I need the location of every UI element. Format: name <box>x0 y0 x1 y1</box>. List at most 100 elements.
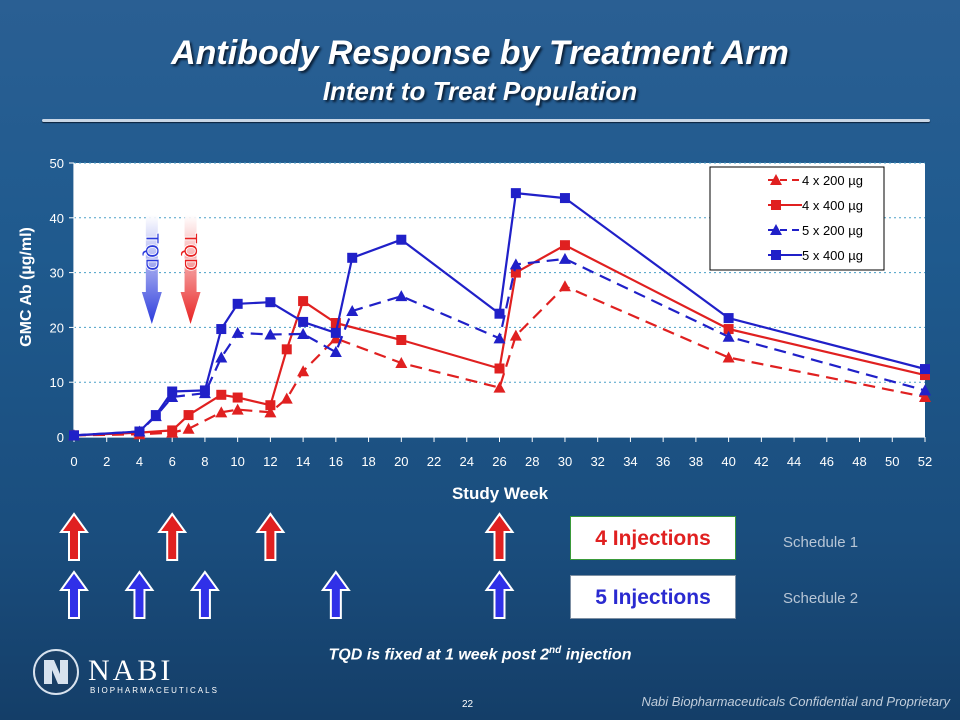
x-tick-label: 40 <box>721 454 735 469</box>
x-tick-label: 22 <box>427 454 441 469</box>
x-tick-label: 32 <box>590 454 604 469</box>
tqd-label: TQD <box>181 233 201 271</box>
data-point <box>396 234 407 245</box>
data-point <box>298 296 309 307</box>
series-line-1 <box>73 244 926 437</box>
y-tick-label: 0 <box>57 430 64 445</box>
nabi-logo: NABI BIOPHARMACEUTICALS <box>33 649 217 695</box>
x-tick-label: 26 <box>492 454 506 469</box>
y-tick-label: 50 <box>50 156 64 171</box>
x-tick-label: 52 <box>918 454 932 469</box>
injection-arrow <box>59 512 89 561</box>
injection-arrow <box>124 570 155 619</box>
data-point <box>182 422 195 434</box>
data-point <box>297 327 310 339</box>
x-axis-label: Study Week <box>452 484 549 503</box>
data-point <box>770 224 782 235</box>
x-tick-label: 28 <box>525 454 539 469</box>
x-tick-label: 46 <box>820 454 834 469</box>
data-point <box>298 316 309 327</box>
data-point <box>509 258 522 270</box>
x-tick-label: 4 <box>136 454 143 469</box>
injection-arrow <box>255 512 286 561</box>
tqd-arrow-1: TQD <box>180 215 201 324</box>
data-point <box>494 363 505 374</box>
data-point <box>493 381 506 393</box>
x-tick-label: 36 <box>656 454 670 469</box>
tqd-arrow-0: TQD <box>141 215 162 324</box>
data-point <box>770 174 782 185</box>
y-axis-label: GMC Ab (µg/ml) <box>18 227 35 347</box>
y-tick-label: 10 <box>50 375 64 390</box>
x-tick-label: 12 <box>263 454 277 469</box>
four-injections-label: 4 Injections <box>570 516 736 560</box>
data-point <box>216 389 227 400</box>
x-tick-label: 30 <box>558 454 572 469</box>
data-point <box>558 280 571 292</box>
series-line-2 <box>73 257 926 437</box>
legend <box>709 166 885 271</box>
data-point <box>215 406 228 418</box>
data-point <box>183 410 194 421</box>
legend-label: 5 x 400 µg <box>802 248 863 263</box>
legend-label: 4 x 400 µg <box>802 198 863 213</box>
x-tick-label: 34 <box>623 454 637 469</box>
data-point <box>199 385 210 396</box>
injection-arrow <box>189 570 220 619</box>
data-point <box>264 328 277 340</box>
data-point <box>510 188 521 199</box>
tqd-arrow-shape <box>141 215 162 324</box>
data-point <box>265 400 276 411</box>
page-subtitle: Intent to Treat Population <box>322 76 638 106</box>
data-point <box>494 308 505 319</box>
x-tick-label: 20 <box>394 454 408 469</box>
data-point <box>347 252 358 263</box>
data-point <box>559 240 570 251</box>
data-point <box>722 330 735 342</box>
data-point <box>771 250 781 260</box>
data-point <box>395 290 408 302</box>
data-point <box>396 335 407 346</box>
tqd-note-text-end: injection <box>561 646 632 664</box>
x-tick-label: 6 <box>169 454 176 469</box>
data-point <box>920 364 930 375</box>
x-tick-label: 8 <box>201 454 208 469</box>
data-point <box>722 351 735 363</box>
data-point <box>493 332 506 344</box>
tqd-note: TQD is fixed at 1 week post 2nd injectio… <box>0 645 960 664</box>
data-point <box>346 304 359 316</box>
x-tick-label: 10 <box>230 454 244 469</box>
data-point <box>723 313 734 324</box>
data-point <box>558 252 571 264</box>
data-point <box>280 392 293 404</box>
data-point <box>919 390 931 402</box>
data-point <box>231 326 244 338</box>
x-tick-label: 44 <box>787 454 801 469</box>
x-tick-label: 0 <box>70 454 77 469</box>
x-tick-label: 50 <box>885 454 899 469</box>
logo-name: NABI <box>88 654 173 687</box>
data-point <box>510 267 521 278</box>
data-point <box>771 200 781 210</box>
data-point <box>723 324 734 335</box>
injection-arrow <box>157 512 188 561</box>
data-point <box>134 426 145 437</box>
x-tick-label: 24 <box>460 454 474 469</box>
x-tick-label: 42 <box>754 454 768 469</box>
data-point <box>167 386 178 397</box>
page-title: Antibody Response by Treatment Arm <box>171 34 789 72</box>
data-point <box>231 403 244 415</box>
five-injections-label: 5 Injections <box>570 575 736 619</box>
data-point <box>330 318 341 329</box>
data-point <box>215 351 228 363</box>
y-tick-label: 20 <box>50 320 64 335</box>
injection-arrow <box>484 570 515 619</box>
tqd-arrow-shape <box>180 215 201 324</box>
injection-arrow <box>59 570 89 619</box>
x-tick-label: 48 <box>852 454 866 469</box>
schedule-2-label: Schedule 2 <box>783 590 859 607</box>
x-tick-label: 16 <box>329 454 343 469</box>
series-line-0 <box>73 285 926 437</box>
injection-arrow <box>484 512 515 561</box>
